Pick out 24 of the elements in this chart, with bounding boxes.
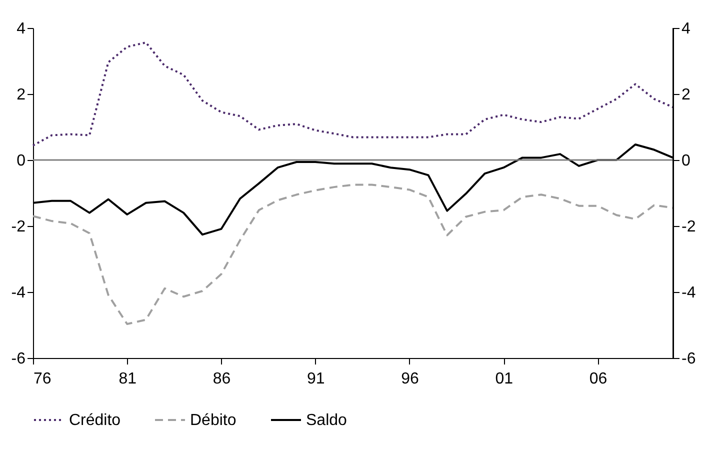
y-tick-label: -6	[11, 350, 26, 368]
y2-tick-label: 2	[682, 86, 690, 104]
y-tick-label: -2	[11, 218, 26, 236]
y-tick-label: -4	[11, 284, 26, 302]
y2-tick-label: 4	[682, 20, 690, 38]
legend-label: Crédito	[69, 412, 121, 429]
line-series	[32, 42, 674, 146]
x-tick-label: 06	[589, 370, 608, 388]
x-tick-label: 91	[306, 370, 325, 388]
y2-tick-label: -2	[682, 218, 696, 236]
line-series	[32, 184, 674, 326]
y2-tick-label: -6	[682, 350, 696, 368]
y-tick-label: 4	[16, 20, 26, 38]
legend-label: Saldo	[306, 412, 348, 429]
x-tick-label: 01	[495, 370, 514, 388]
y2-tick-label: -4	[682, 284, 696, 302]
x-tick-label: 86	[212, 370, 231, 388]
y-tick-label: 2	[16, 86, 26, 104]
x-tick-label: 76	[34, 370, 52, 388]
legend-label: Débito	[190, 412, 236, 429]
x-tick-label: 96	[401, 370, 419, 388]
x-tick-label: 81	[118, 370, 137, 388]
y-tick-label: 0	[16, 152, 26, 170]
y2-tick-label: 0	[682, 152, 690, 170]
